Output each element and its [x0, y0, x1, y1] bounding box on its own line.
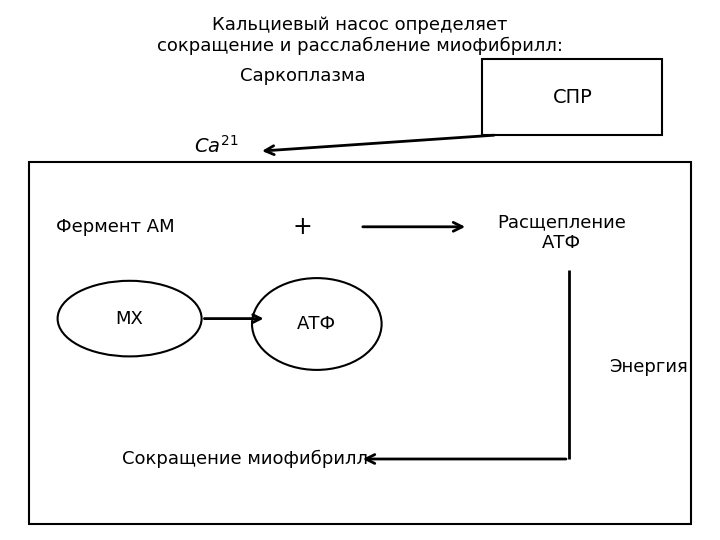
- Text: Кальциевый насос определяет
сокращение и расслабление миофибрилл:: Кальциевый насос определяет сокращение и…: [157, 16, 563, 55]
- Text: Расщепление
АТФ: Расщепление АТФ: [498, 213, 626, 252]
- Text: Энергия: Энергия: [608, 358, 688, 376]
- Text: Фермент АМ: Фермент АМ: [56, 218, 174, 236]
- Ellipse shape: [252, 278, 382, 370]
- Text: СПР: СПР: [552, 87, 593, 107]
- FancyBboxPatch shape: [482, 59, 662, 135]
- Ellipse shape: [58, 281, 202, 356]
- Text: Сокращение миофибрилл: Сокращение миофибрилл: [122, 450, 368, 468]
- Text: Саркоплазма: Саркоплазма: [240, 66, 365, 85]
- Text: +: +: [292, 215, 312, 239]
- Text: $\mathit{Ca}^{21}$: $\mathit{Ca}^{21}$: [194, 135, 238, 157]
- Text: МХ: МХ: [116, 309, 143, 328]
- FancyBboxPatch shape: [29, 162, 691, 524]
- Text: АТФ: АТФ: [297, 315, 336, 333]
